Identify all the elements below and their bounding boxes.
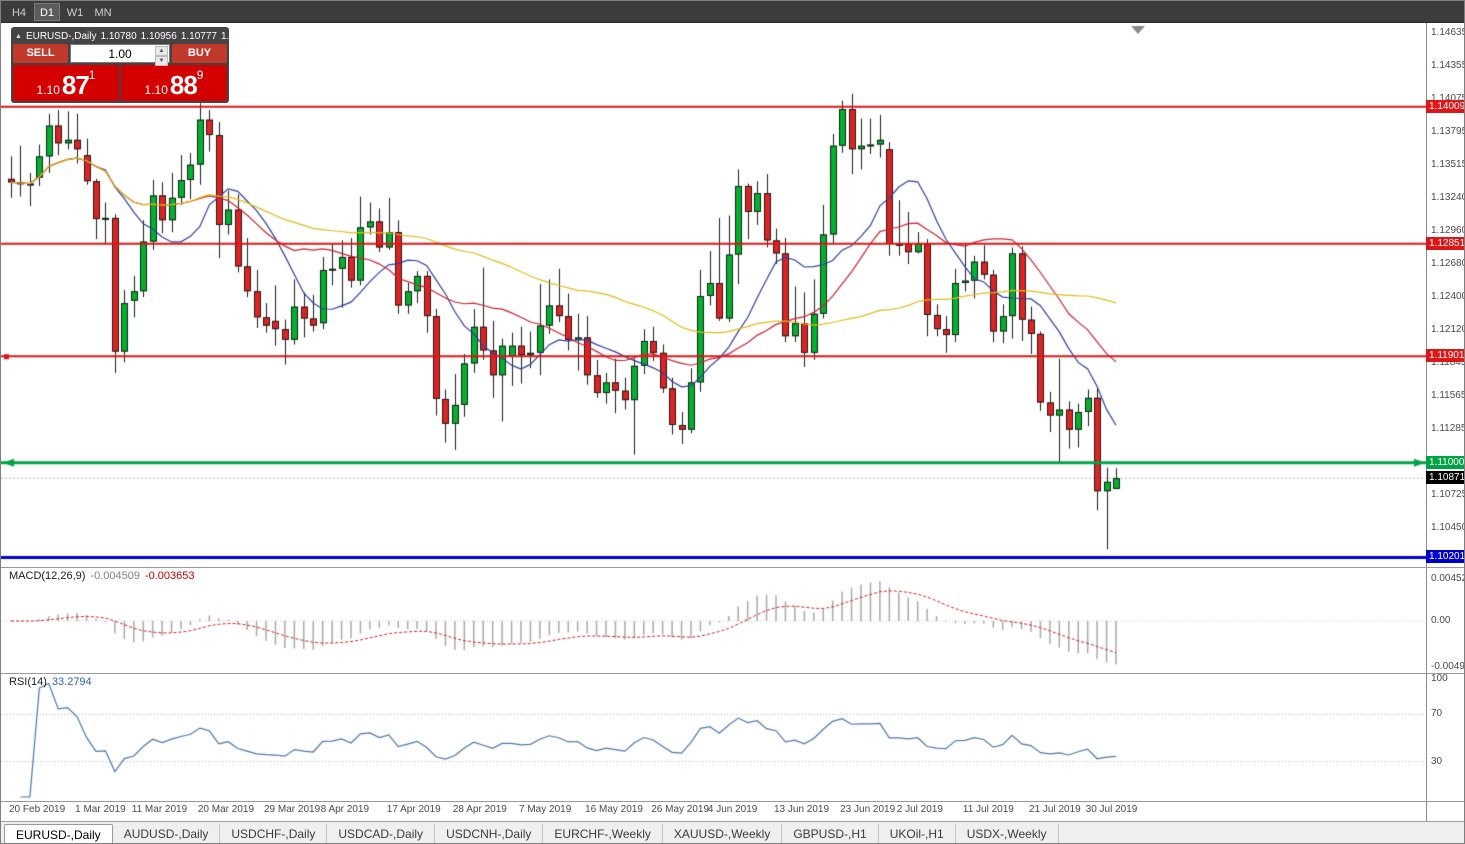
tab-usdcad-daily[interactable]: USDCAD-,Daily [327, 824, 436, 843]
macd-main-value: -0.004509 [90, 570, 140, 582]
sell-price-pip-digit: 1 [88, 68, 96, 82]
volume-down-icon[interactable]: ▼ [155, 56, 168, 66]
tab-xauusd-weekly[interactable]: XAUUSD-,Weekly [663, 824, 783, 843]
chart-info-bar: ▲ EURUSD-,Daily 1.10780 1.10956 1.10777 … [13, 29, 257, 43]
date-axis-label: 8 Apr 2019 [320, 804, 370, 815]
sell-price-display[interactable]: 1.10 87 1 [13, 65, 119, 101]
rsi-name: RSI(14) [9, 676, 47, 688]
volume-up-icon[interactable]: ▲ [155, 46, 168, 56]
ohlc-high: 1.10956 [140, 30, 177, 42]
tab-usdx-weekly[interactable]: USDX-,Weekly [956, 824, 1059, 843]
volume-value: 1.00 [108, 46, 132, 61]
tab-ukoil-h1[interactable]: UKOil-,H1 [879, 824, 956, 843]
ohlc-low: 1.10777 [180, 30, 217, 42]
macd-name: MACD(12,26,9) [9, 570, 86, 582]
tab-audusd-daily[interactable]: AUDUSD-,Daily [113, 824, 221, 843]
collapse-panel-icon[interactable]: ▲ [15, 32, 22, 40]
chart-symbol-label: EURUSD-,Daily [25, 30, 97, 42]
date-axis-label: 11 Mar 2019 [131, 804, 188, 815]
panel-separator[interactable] [1, 567, 1464, 568]
date-axis-label: 29 Mar 2019 [264, 804, 321, 815]
date-axis-label: 7 May 2019 [519, 804, 572, 815]
tab-eurchf-weekly[interactable]: EURCHF-,Weekly [543, 824, 663, 843]
rsi-value: 33.2794 [51, 676, 92, 688]
tab-usdcnh-daily[interactable]: USDCNH-,Daily [435, 824, 544, 843]
tab-eurusd-daily[interactable]: EURUSD-,Daily [4, 824, 113, 843]
timeframe-d1-button[interactable]: D1 [34, 2, 60, 21]
ohlc-close: 1.10871 [220, 30, 258, 42]
date-axis-label: 16 May 2019 [585, 804, 643, 815]
tab-usdchf-daily[interactable]: USDCHF-,Daily [220, 824, 328, 843]
buy-price-display[interactable]: 1.10 88 9 [121, 65, 227, 101]
date-axis-label: 21 Jul 2019 [1029, 804, 1081, 815]
date-axis-label: 26 May 2019 [651, 804, 710, 815]
timeframe-w1-button[interactable]: W1 [66, 6, 84, 19]
date-axis-label: 13 Jun 2019 [774, 804, 830, 815]
date-axis-label: 20 Mar 2019 [197, 804, 255, 815]
macd-indicator-label: MACD(12,26,9) -0.004509 -0.003653 [9, 570, 195, 582]
buy-price-prefix: 1.10 [144, 83, 168, 97]
ohlc-open: 1.10780 [100, 30, 137, 42]
date-axis-label: 4 Jun 2019 [707, 804, 758, 815]
date-axis-label: 28 Apr 2019 [452, 804, 507, 815]
one-click-trading-panel: ▲ EURUSD-,Daily 1.10780 1.10956 1.10777 … [11, 27, 257, 103]
date-axis-label: 1 Mar 2019 [75, 804, 126, 815]
timeframe-toolbar: H4 D1 W1 MN [1, 1, 1464, 23]
volume-input[interactable]: 1.00 ▲ ▼ [70, 44, 170, 66]
date-axis-label: 30 Jul 2019 [1085, 804, 1138, 815]
chart-tab-bar: EURUSD-,Daily AUDUSD-,Daily USDCHF-,Daily U… [1, 821, 1464, 843]
date-axis-label: 17 Apr 2019 [386, 804, 441, 815]
rsi-indicator-label: RSI(14) 33.2794 [9, 676, 92, 688]
timeframe-mn-button[interactable]: MN [94, 6, 112, 19]
sell-price-prefix: 1.10 [36, 83, 60, 97]
date-axis-label: 23 Jun 2019 [840, 804, 896, 815]
price-axis [1426, 23, 1464, 821]
panel-separator [1, 801, 1464, 802]
buy-button[interactable]: BUY [172, 44, 227, 63]
macd-signal-value: -0.003653 [144, 570, 195, 582]
date-axis-label: 11 Jul 2019 [962, 804, 1014, 815]
sell-price-big-digits: 87 [61, 70, 90, 100]
tab-gbpusd-h1[interactable]: GBPUSD-,H1 [782, 824, 879, 843]
candlestick-chart-canvas[interactable] [1, 23, 1426, 801]
timeframe-h4-button[interactable]: H4 [11, 6, 27, 19]
panel-separator[interactable] [1, 673, 1464, 674]
date-axis-label: 2 Jul 2019 [896, 804, 943, 815]
buy-price-pip-digit: 9 [196, 68, 204, 82]
date-axis-label: 20 Feb 2019 [9, 804, 66, 815]
buy-price-big-digits: 88 [169, 70, 198, 100]
sell-button[interactable]: SELL [13, 44, 68, 63]
